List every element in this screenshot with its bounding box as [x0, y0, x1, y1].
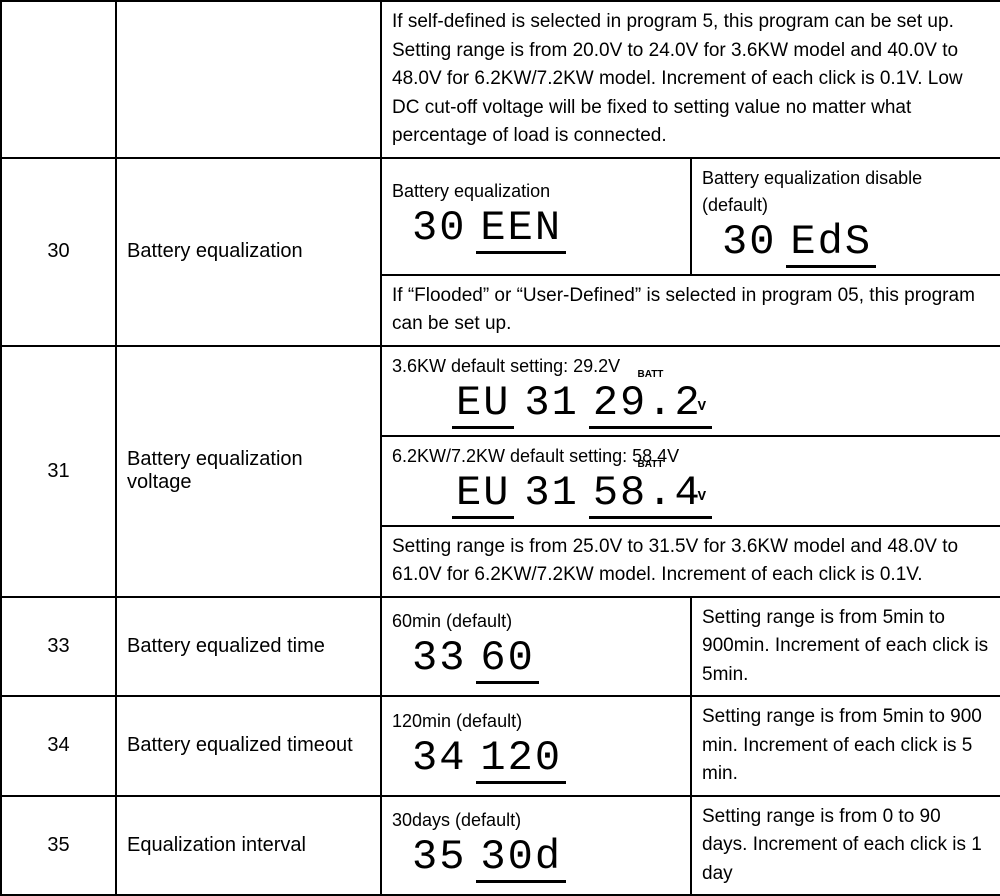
- prog-name: Battery equalized time: [116, 597, 381, 697]
- lcd-left: EU: [452, 382, 514, 429]
- lcd-right: BATT 29.2V: [589, 382, 712, 429]
- prog-num: 34: [1, 696, 116, 796]
- prog-name: Battery equalization voltage: [116, 346, 381, 597]
- option-cell: Battery equalization disable (default) 3…: [691, 158, 1000, 275]
- option-title: Battery equalization: [392, 178, 680, 205]
- lcd-right: EdS: [786, 221, 876, 268]
- display-cell: 3.6KW default setting: 29.2V EU 31 BATT …: [381, 346, 1000, 436]
- display-cell: 120min (default) 34 120: [381, 696, 691, 796]
- prog-name: Equalization interval: [116, 796, 381, 896]
- lcd-display: 35 30d: [392, 836, 680, 883]
- lcd-left: 33: [412, 637, 466, 679]
- display-cell: 6.2KW/7.2KW default setting: 58.4V EU 31…: [381, 436, 1000, 526]
- lcd-right: 120: [476, 737, 566, 784]
- option-title: Battery equalization disable (default): [702, 165, 990, 219]
- lcd-value: 58.4: [593, 469, 702, 517]
- lcd-right: 30d: [476, 836, 566, 883]
- lcd-mid: 31: [524, 382, 578, 424]
- prog-num-blank: [1, 1, 116, 158]
- lcd-right: EEN: [476, 207, 566, 254]
- lcd-display: EU 31 BATT 29.2V: [392, 382, 990, 429]
- lcd-value: 29.2: [593, 379, 702, 427]
- lcd-left: 34: [412, 737, 466, 779]
- lcd-display: 30 EdS: [702, 221, 990, 268]
- lcd-display: 30 EEN: [392, 207, 680, 254]
- table-row: 33 Battery equalized time 60min (default…: [1, 597, 1000, 697]
- lcd-right: BATT 58.4V: [589, 472, 712, 519]
- table-row: 34 Battery equalized timeout 120min (def…: [1, 696, 1000, 796]
- display-title: 30days (default): [392, 807, 680, 834]
- row30-note: If “Flooded” or “User-Defined” is select…: [381, 275, 1000, 346]
- unit-label: V: [698, 489, 708, 505]
- display-title: 6.2KW/7.2KW default setting: 58.4V: [392, 443, 990, 470]
- table-row: 35 Equalization interval 30days (default…: [1, 796, 1000, 896]
- row0-desc: If self-defined is selected in program 5…: [381, 1, 1000, 158]
- prog-name: Battery equalization: [116, 158, 381, 346]
- prog-num: 31: [1, 346, 116, 597]
- prog-name-blank: [116, 1, 381, 158]
- row31-note: Setting range is from 25.0V to 31.5V for…: [381, 526, 1000, 597]
- display-title: 3.6KW default setting: 29.2V: [392, 353, 990, 380]
- prog-num: 35: [1, 796, 116, 896]
- settings-table: If self-defined is selected in program 5…: [0, 0, 1000, 896]
- display-title: 60min (default): [392, 608, 680, 635]
- option-cell: Battery equalization 30 EEN: [381, 158, 691, 275]
- lcd-left: 30: [412, 207, 466, 249]
- prog-num: 33: [1, 597, 116, 697]
- table-row: If self-defined is selected in program 5…: [1, 1, 1000, 158]
- batt-label: BATT: [637, 370, 663, 380]
- lcd-display: 34 120: [392, 737, 680, 784]
- range-text: Setting range is from 5min to 900 min. I…: [691, 696, 1000, 796]
- table-row: 30 Battery equalization Battery equaliza…: [1, 158, 1000, 275]
- unit-label: V: [698, 399, 708, 415]
- lcd-left: EU: [452, 472, 514, 519]
- lcd-right: 60: [476, 637, 538, 684]
- table-row: 31 Battery equalization voltage 3.6KW de…: [1, 346, 1000, 436]
- display-cell: 60min (default) 33 60: [381, 597, 691, 697]
- display-title: 120min (default): [392, 708, 680, 735]
- range-text: Setting range is from 5min to 900min. In…: [691, 597, 1000, 697]
- lcd-left: 30: [722, 221, 776, 263]
- lcd-display: 33 60: [392, 637, 680, 684]
- range-text: Setting range is from 0 to 90 days. Incr…: [691, 796, 1000, 896]
- display-cell: 30days (default) 35 30d: [381, 796, 691, 896]
- prog-num: 30: [1, 158, 116, 346]
- prog-name: Battery equalized timeout: [116, 696, 381, 796]
- lcd-display: EU 31 BATT 58.4V: [392, 472, 990, 519]
- batt-label: BATT: [637, 460, 663, 470]
- lcd-mid: 31: [524, 472, 578, 514]
